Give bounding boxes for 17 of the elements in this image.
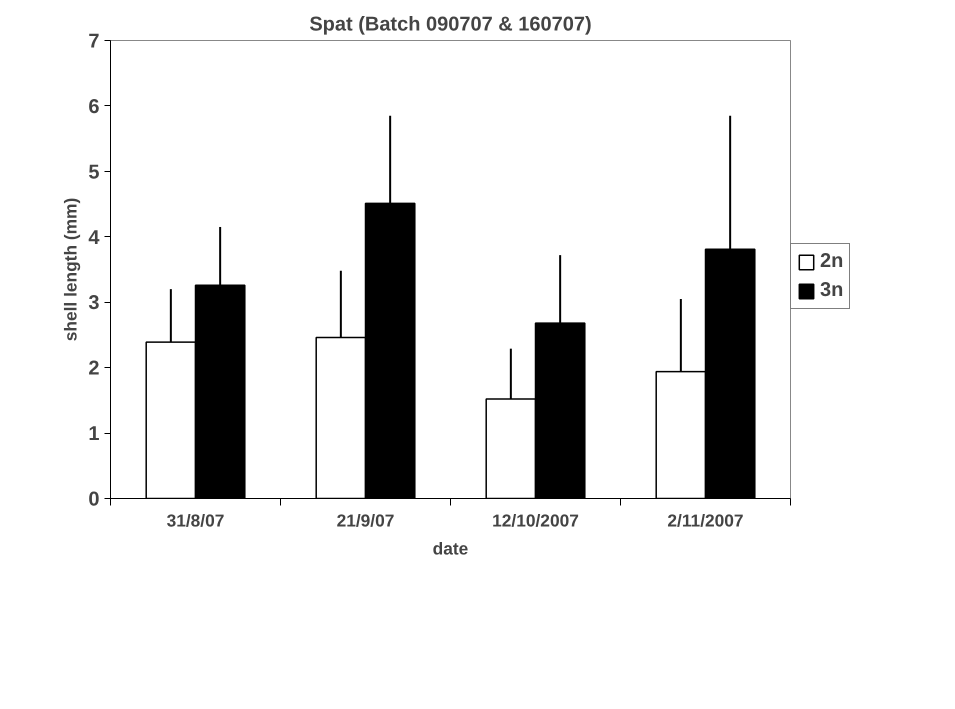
legend-label: 3n [820,279,844,302]
y-tick-label: 0 [88,488,100,510]
y-tick-label: 4 [88,226,100,249]
y-tick-label: 2 [88,358,100,380]
x-tick-label: 21/9/07 [336,510,394,530]
x-axis-title: date [432,538,469,558]
legend-label: 2n [820,250,844,273]
y-axis-title: shell length (mm) [60,198,80,342]
x-tick-label: 2/11/2007 [667,510,744,530]
y-tick-label: 6 [88,96,100,118]
y-tick-label: 1 [88,423,100,446]
y-tick-label: 3 [88,292,100,314]
y-tick-label: 5 [88,161,100,184]
x-tick-label: 12/10/2007 [492,510,579,530]
chart-title: Spat (Batch 090707 & 160707) [309,14,592,36]
x-tick-label: 31/8/07 [166,510,224,530]
y-tick-label: 7 [88,30,100,52]
